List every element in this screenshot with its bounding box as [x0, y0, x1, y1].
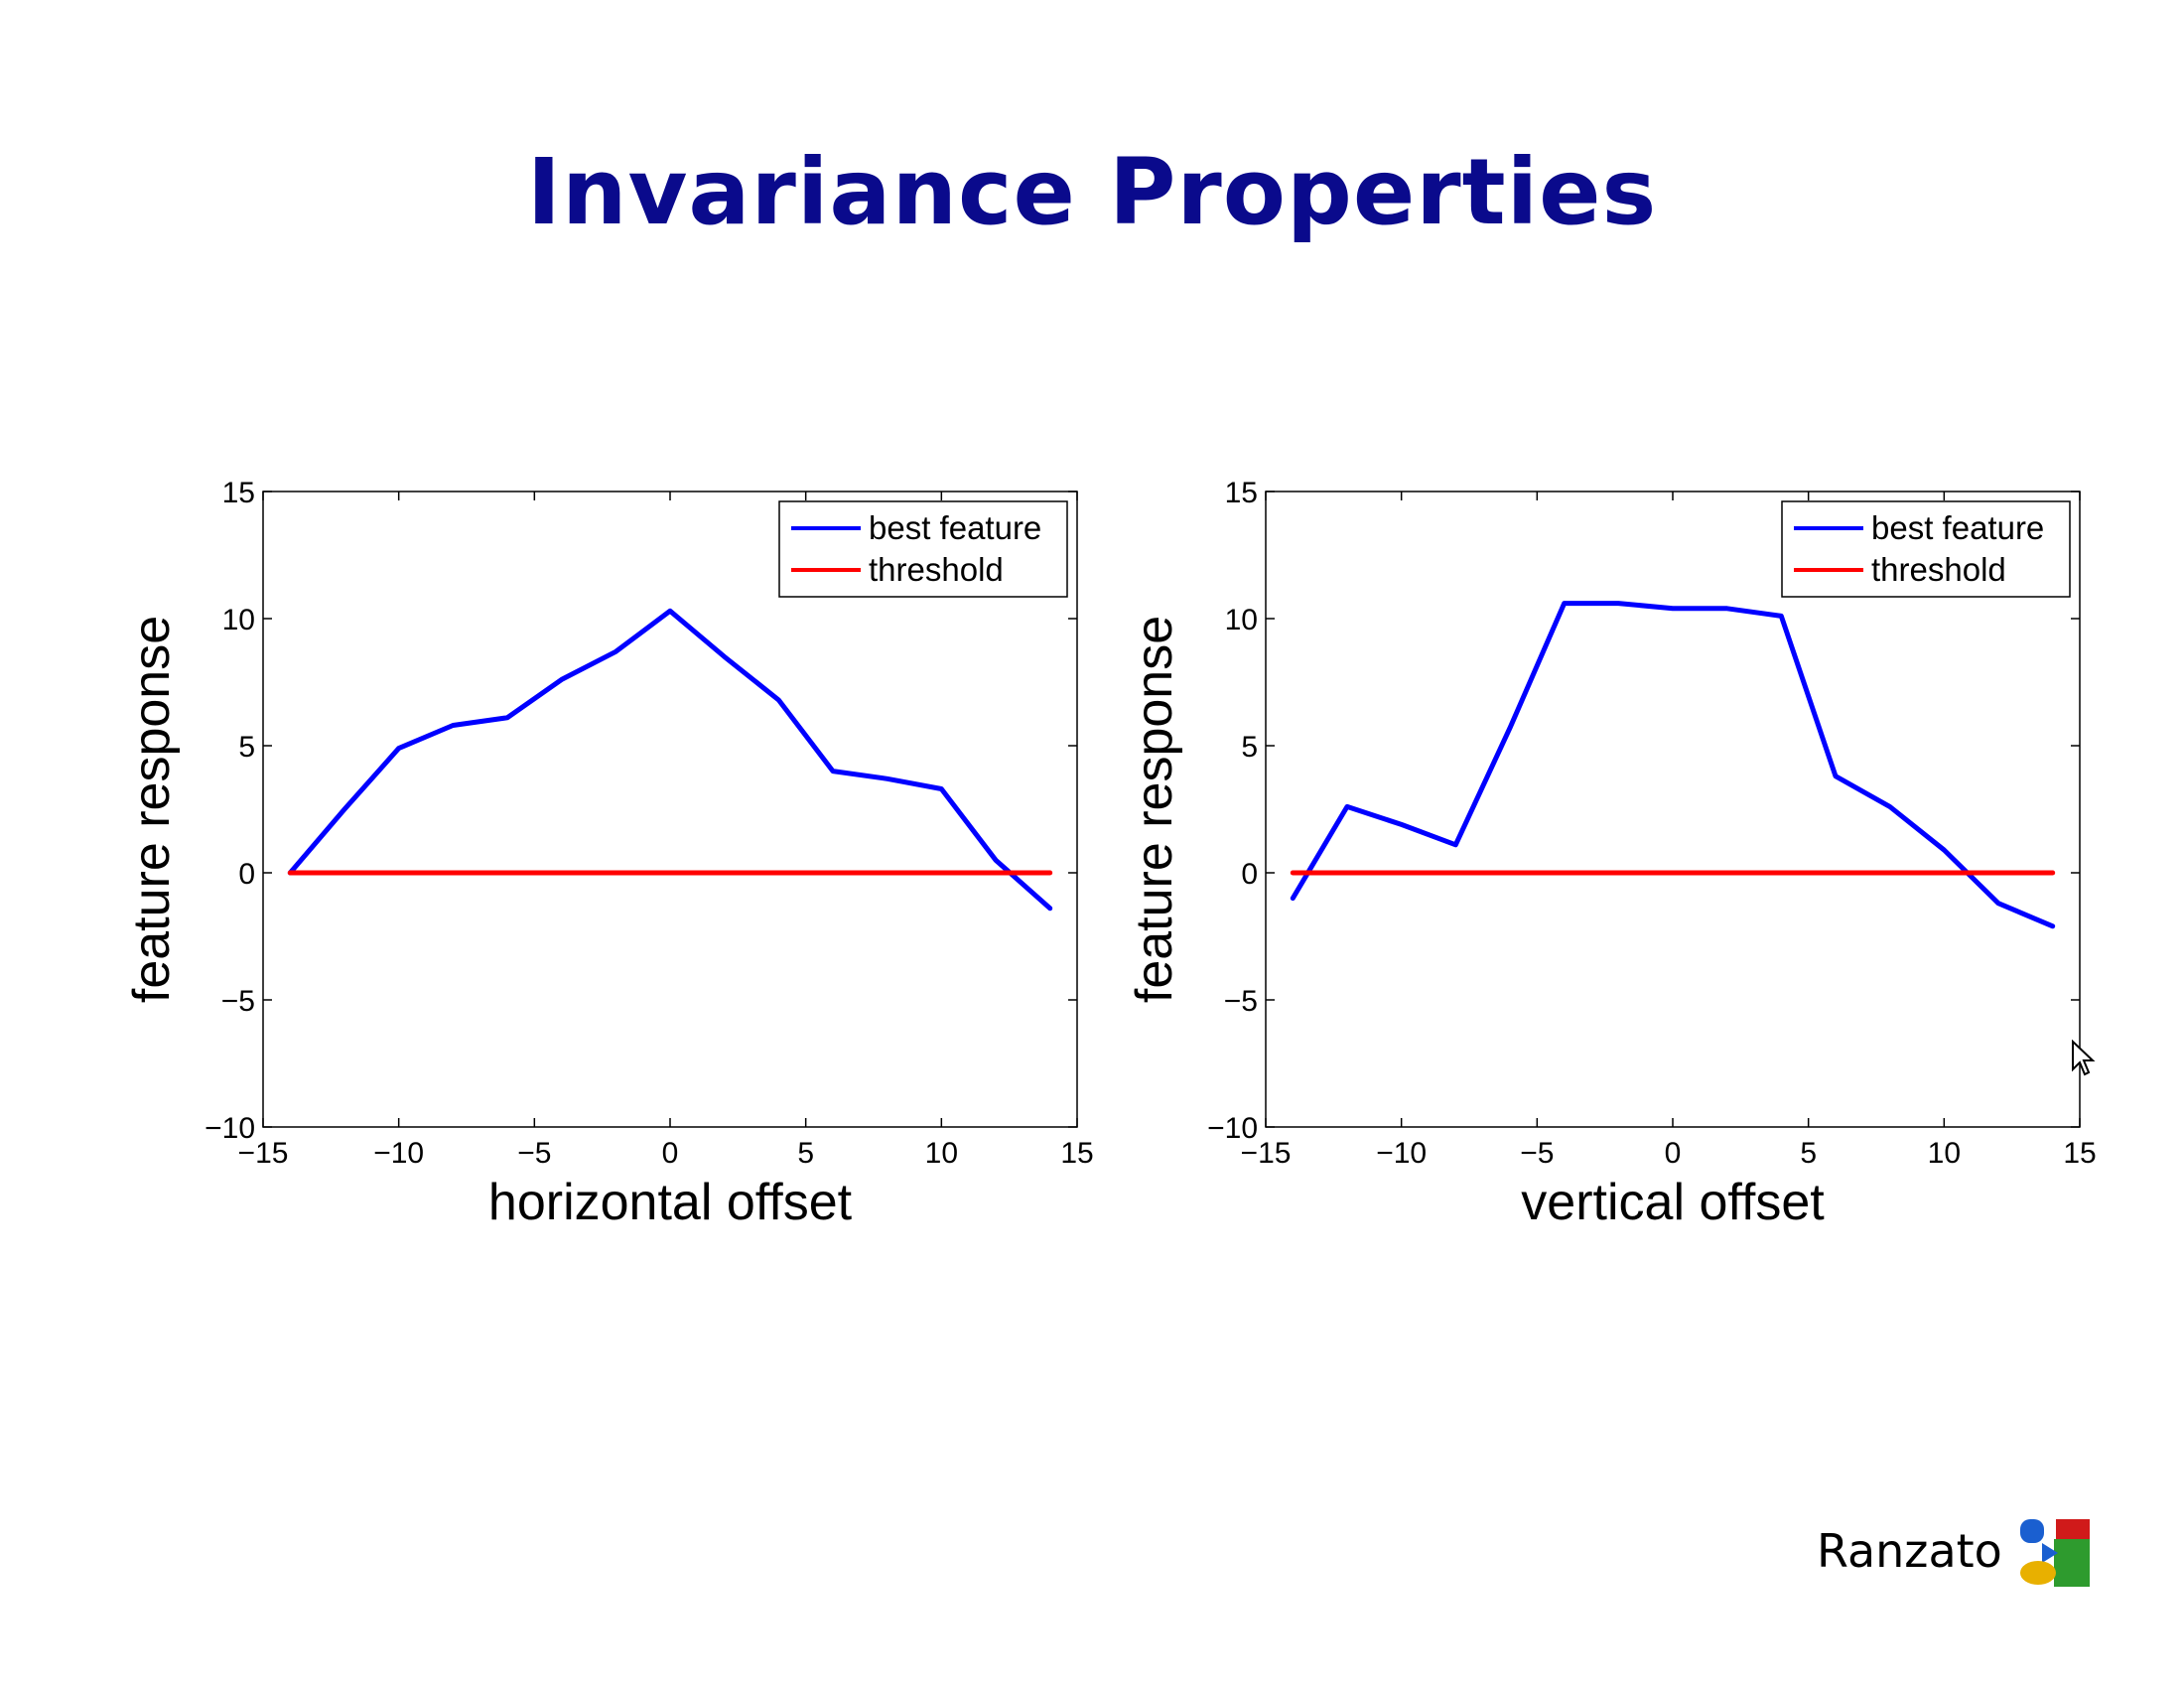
x-tick-label: 0 [662, 1137, 679, 1170]
legend-label-threshold: threshold [869, 551, 1004, 588]
x-tick-label: 10 [1928, 1137, 1961, 1170]
legend-label-threshold: threshold [1871, 551, 2006, 588]
x-tick-label: 0 [1665, 1137, 1682, 1170]
logo-icon [2020, 1519, 2090, 1587]
mouse-cursor-icon [2072, 1040, 2096, 1076]
x-tick-label: −15 [1241, 1137, 1292, 1170]
legend-box [778, 500, 1068, 598]
y-tick-label: 10 [1225, 604, 1258, 636]
y-tick-label: 0 [238, 858, 255, 891]
y-tick-label: −10 [205, 1112, 255, 1145]
x-tick-label: −5 [517, 1137, 551, 1170]
x-tick-label: 5 [1800, 1137, 1817, 1170]
x-axis-label: horizontal offset [488, 1174, 853, 1231]
y-tick-label: 15 [1225, 477, 1258, 509]
series-line-best-feature [287, 608, 1053, 912]
y-tick-label: 5 [238, 731, 255, 764]
series-line-best-feature [1290, 601, 2056, 929]
y-tick-label: 5 [1241, 731, 1258, 764]
y-axis-label: feature response [123, 616, 181, 1003]
x-tick-label: 15 [1060, 1137, 1093, 1170]
slide-title: Invariance Properties [526, 139, 1658, 245]
legend-label-best-feature: best feature [869, 509, 1041, 546]
x-tick-label: −5 [1520, 1137, 1554, 1170]
x-tick-label: −15 [238, 1137, 289, 1170]
legend-label-best-feature: best feature [1871, 509, 2044, 546]
x-tick-label: 15 [2063, 1137, 2096, 1170]
y-tick-label: −5 [221, 985, 255, 1018]
x-axis-label: vertical offset [1521, 1174, 1825, 1231]
author-name: Ranzato [1817, 1524, 2002, 1578]
legend-box [1781, 500, 2071, 598]
y-axis-label: feature response [1126, 616, 1183, 1003]
y-tick-label: 15 [222, 477, 255, 509]
y-tick-label: −5 [1224, 985, 1258, 1018]
x-tick-label: 10 [925, 1137, 958, 1170]
y-tick-label: 10 [222, 604, 255, 636]
y-tick-label: 0 [1241, 858, 1258, 891]
x-tick-label: −10 [1376, 1137, 1427, 1170]
y-tick-label: −10 [1207, 1112, 1258, 1145]
x-tick-label: 5 [797, 1137, 814, 1170]
x-tick-label: −10 [373, 1137, 424, 1170]
